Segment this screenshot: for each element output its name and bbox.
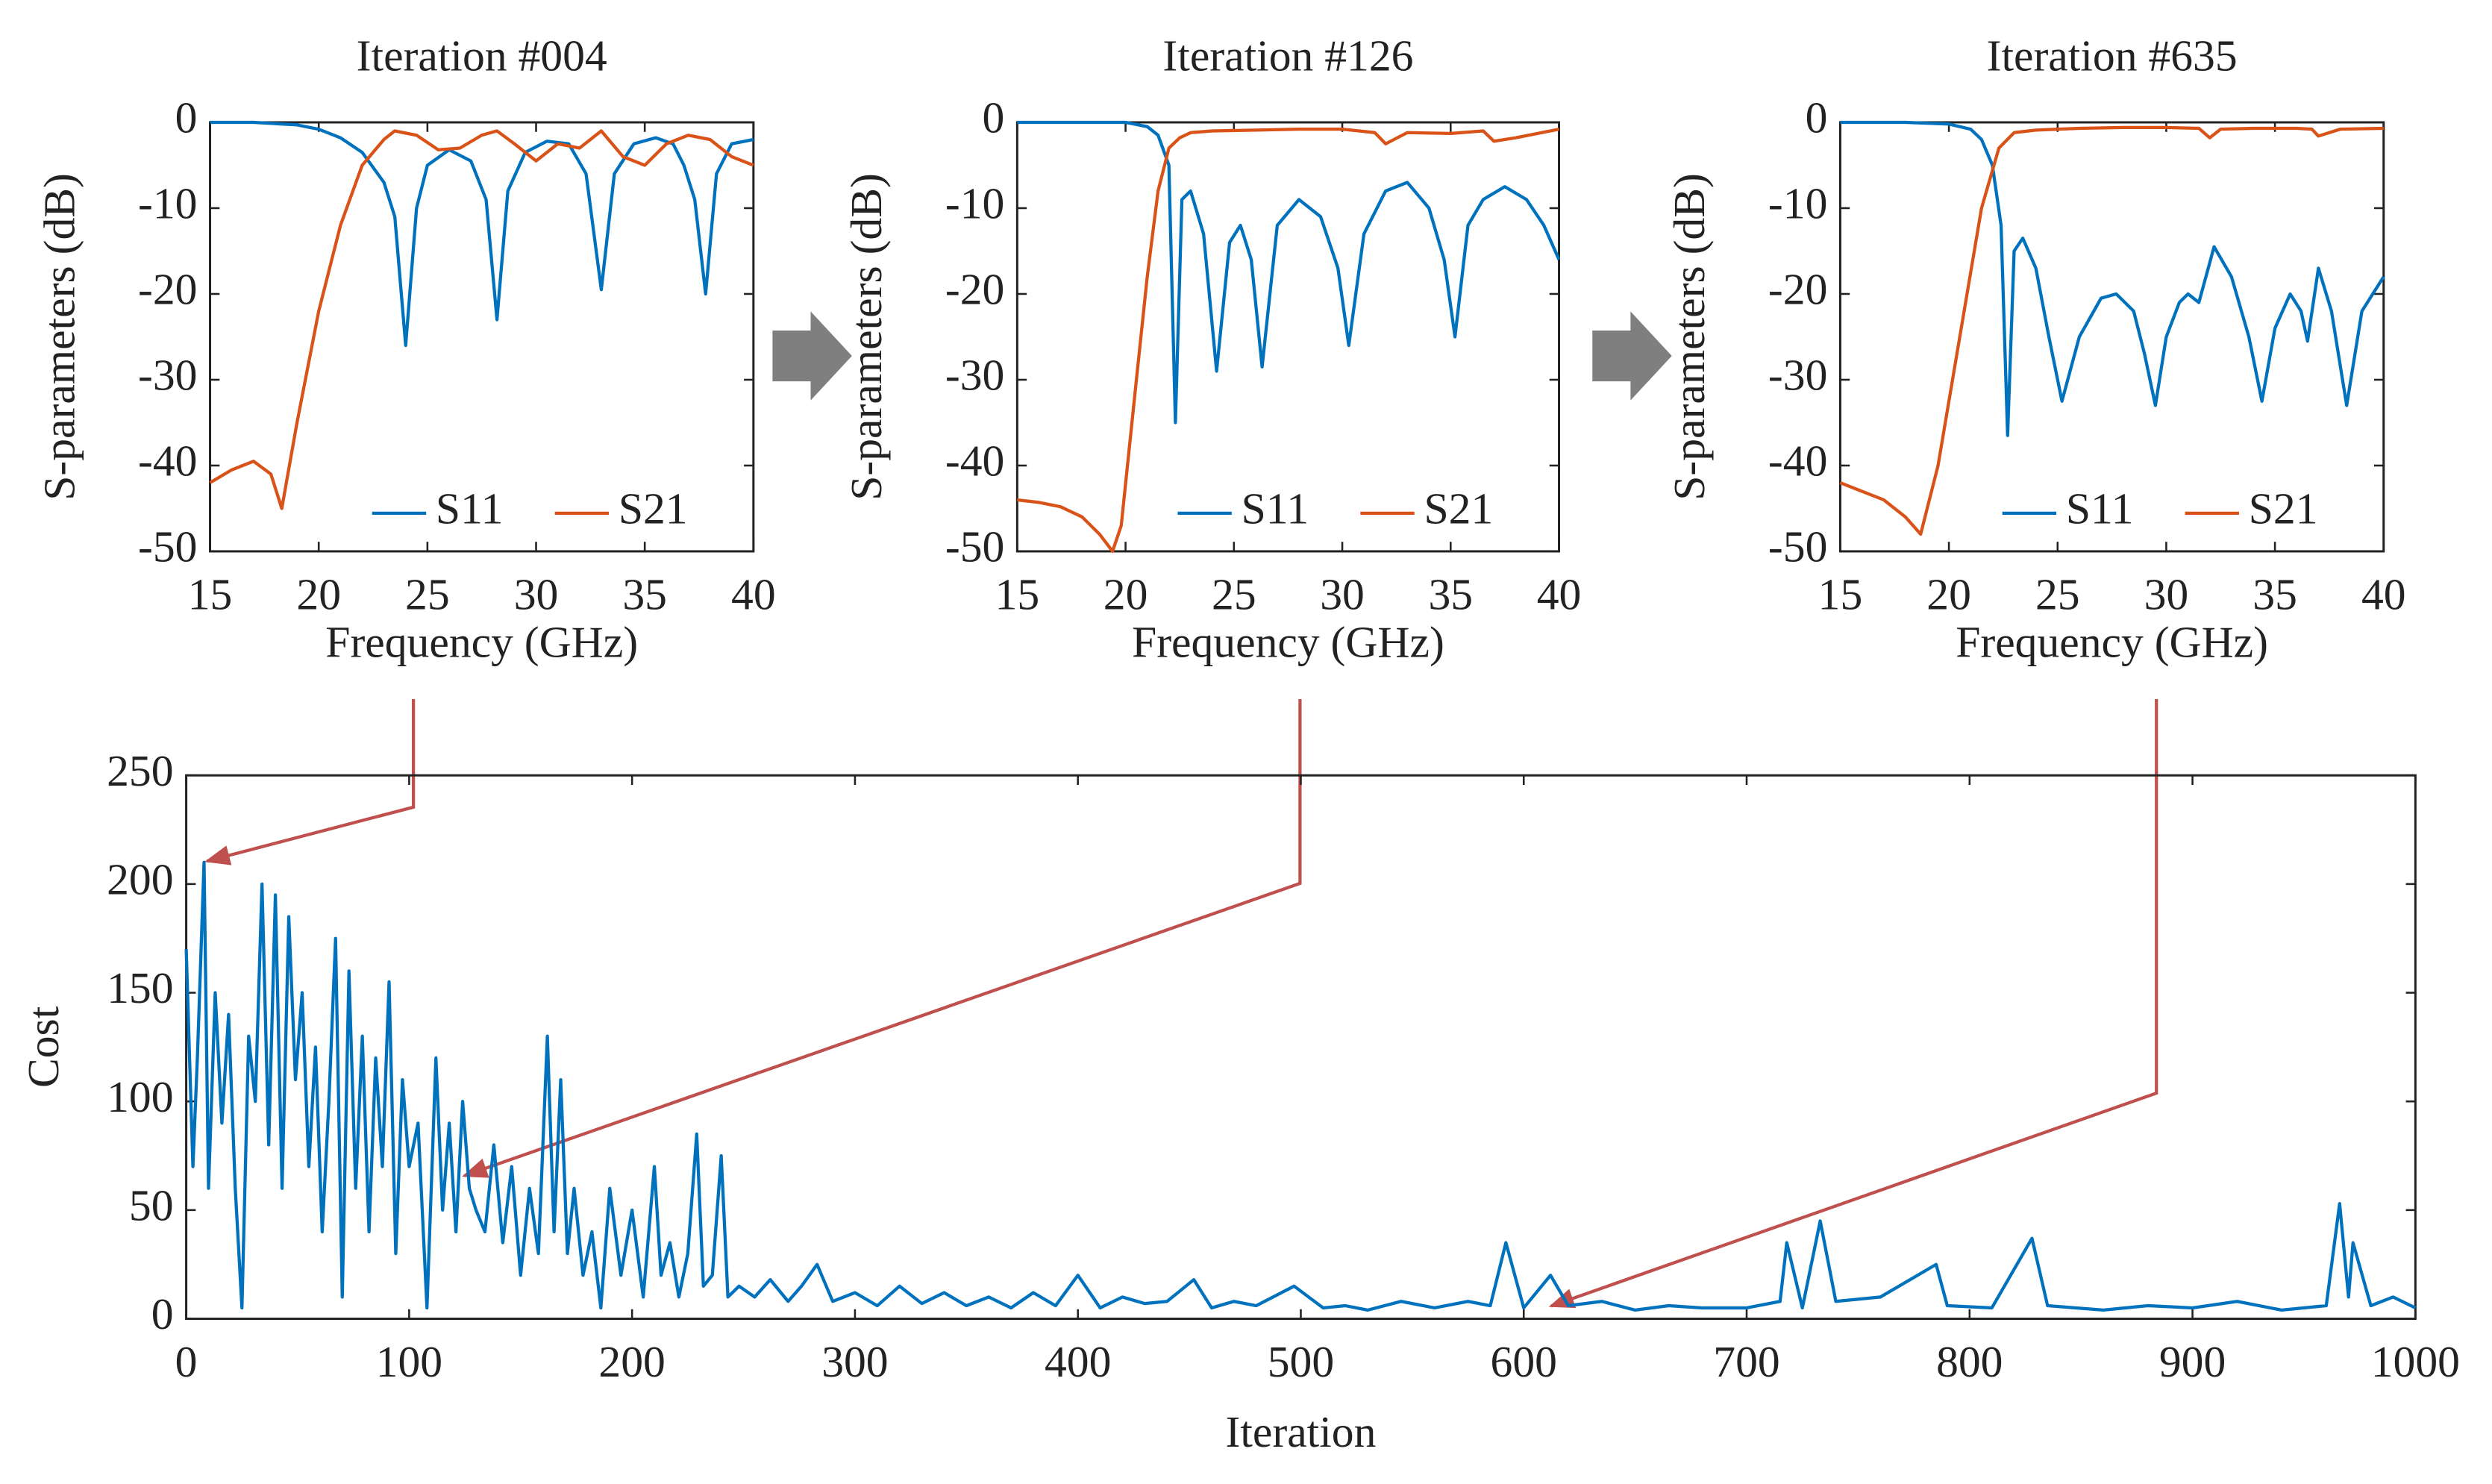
y-tick-label: 250 — [107, 746, 173, 795]
series-line — [184, 860, 2417, 1312]
y-tick-label: -30 — [1768, 351, 1827, 400]
x-tick-label: 200 — [598, 1337, 665, 1386]
x-tick-label: 30 — [2144, 570, 2189, 619]
y-tick-label: 0 — [982, 93, 1004, 143]
y-tick-label: -50 — [138, 522, 197, 572]
x-tick-label: 0 — [175, 1337, 198, 1386]
x-tick-label: 15 — [1818, 570, 1863, 619]
x-tick-label: 25 — [1212, 570, 1256, 619]
x-tick-label: 25 — [405, 570, 450, 619]
x-tick-label: 25 — [2035, 570, 2080, 619]
x-tick-label: 40 — [731, 570, 776, 619]
x-tick-label: 40 — [1537, 570, 1582, 619]
pointer-arrow — [204, 699, 416, 865]
x-tick-label: 15 — [188, 570, 233, 619]
x-tick-label: 30 — [1320, 570, 1365, 619]
x-tick-label: 1000 — [2371, 1337, 2460, 1386]
chart-title: Iteration #126 — [1162, 31, 1413, 81]
y-axis-label: Cost — [19, 1006, 68, 1088]
x-tick-label: 900 — [2159, 1337, 2226, 1386]
series-line — [1017, 120, 1561, 425]
series-line — [1840, 120, 2385, 437]
x-tick-label: 600 — [1491, 1337, 1557, 1386]
y-tick-label: -10 — [945, 179, 1004, 228]
y-tick-label: 100 — [107, 1072, 173, 1121]
y-tick-label: -20 — [1768, 265, 1827, 314]
subplot: Iteration #635 Frequency (GHz) S-parameter… — [1665, 31, 2405, 667]
chart-title: Iteration #004 — [357, 31, 607, 81]
x-axis-label: Frequency (GHz) — [1132, 617, 1444, 666]
plot-frame — [1838, 121, 2385, 553]
subplot: Iteration #126 Frequency (GHz) S-parameter… — [842, 31, 1581, 667]
pointer-arrow — [462, 699, 1302, 1178]
legend-label: S11 — [436, 484, 504, 533]
pointer-arrow — [1548, 699, 2158, 1309]
y-axis-label: S-parameters (dB) — [1665, 173, 1714, 501]
plot-frame — [1015, 121, 1561, 553]
y-tick-label: -20 — [138, 265, 197, 314]
y-tick-label: 0 — [151, 1289, 174, 1339]
legend-label: S11 — [2066, 484, 2134, 533]
x-tick-label: 15 — [995, 570, 1040, 619]
x-tick-label: 500 — [1268, 1337, 1334, 1386]
y-tick-label: -10 — [138, 179, 197, 228]
flow-arrow — [772, 311, 852, 401]
x-tick-label: 20 — [1103, 570, 1148, 619]
x-tick-label: 700 — [1713, 1337, 1779, 1386]
y-tick-label: -50 — [1768, 522, 1827, 572]
x-tick-label: 400 — [1045, 1337, 1111, 1386]
legend-label: S21 — [1424, 484, 1494, 533]
subplot: Iteration #004 Frequency (GHz) S-parameter… — [34, 31, 775, 667]
x-tick-label: 20 — [296, 570, 341, 619]
y-tick-label: 50 — [129, 1181, 174, 1230]
y-tick-label: 150 — [107, 963, 173, 1012]
x-axis-label: Iteration — [1226, 1407, 1377, 1456]
y-axis-label: S-parameters (dB) — [842, 173, 891, 501]
flow-arrow — [1592, 311, 1672, 401]
x-axis-label: Frequency (GHz) — [325, 617, 638, 666]
x-tick-label: 100 — [376, 1337, 442, 1386]
series-line — [209, 129, 754, 510]
y-tick-label: 0 — [1806, 93, 1828, 143]
series-line — [210, 120, 754, 348]
x-tick-label: 35 — [2252, 570, 2297, 619]
y-tick-label: -40 — [945, 436, 1004, 486]
x-tick-label: 20 — [1926, 570, 1971, 619]
x-tick-label: 300 — [821, 1337, 888, 1386]
y-tick-label: -40 — [1768, 436, 1827, 486]
chart-title: Iteration #635 — [1987, 31, 2238, 81]
legend-label: S21 — [2249, 484, 2318, 533]
y-tick-label: -50 — [945, 522, 1004, 572]
x-tick-label: 800 — [1936, 1337, 2003, 1386]
y-tick-label: -40 — [138, 436, 197, 486]
y-tick-label: 0 — [175, 93, 198, 143]
y-tick-label: -10 — [1768, 179, 1827, 228]
y-axis-label: S-parameters (dB) — [34, 173, 84, 501]
y-tick-label: -30 — [945, 351, 1004, 400]
y-tick-label: -20 — [945, 265, 1004, 314]
y-tick-label: 200 — [107, 855, 173, 904]
x-tick-label: 40 — [2361, 570, 2406, 619]
y-tick-label: -30 — [138, 351, 197, 400]
legend-label: S11 — [1242, 484, 1309, 533]
series-line — [1839, 125, 2384, 536]
x-tick-label: 35 — [622, 570, 667, 619]
plot-frame — [209, 121, 755, 553]
legend-label: S21 — [619, 484, 688, 533]
x-axis-label: Frequency (GHz) — [1956, 617, 2268, 666]
series-line — [1017, 128, 1559, 554]
x-tick-label: 30 — [514, 570, 559, 619]
x-tick-label: 35 — [1428, 570, 1473, 619]
